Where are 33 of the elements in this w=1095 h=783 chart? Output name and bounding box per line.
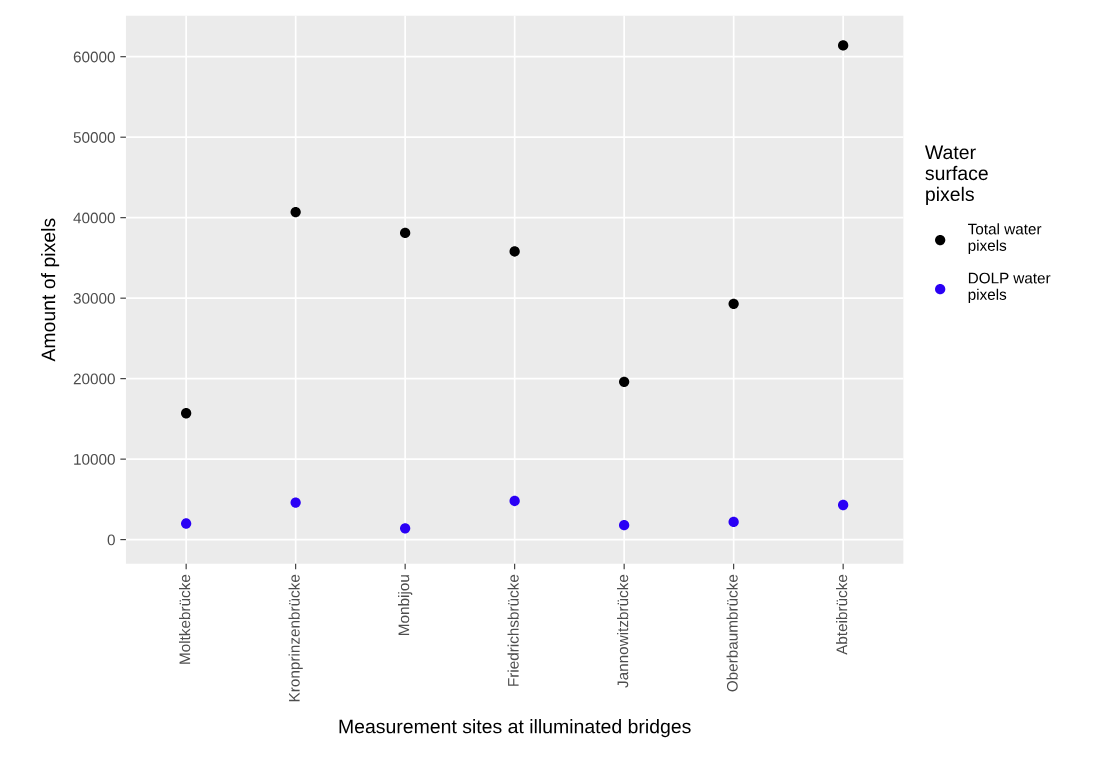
point xyxy=(290,206,301,218)
y-tick-label: 20000 xyxy=(73,373,115,385)
point xyxy=(838,499,849,511)
legend-label: DOLP water pixels xyxy=(968,272,1051,303)
point xyxy=(290,497,301,508)
x-tick-label: Abteibrücke xyxy=(836,574,848,655)
y-tick-label: 60000 xyxy=(73,51,115,63)
point xyxy=(619,519,630,531)
x-tick-label: Moltkebrücke xyxy=(179,574,191,664)
x-tick-label: Oberbaumbrücke xyxy=(726,574,738,692)
legend-title: Water surface pixels xyxy=(924,145,988,205)
point xyxy=(728,516,739,528)
point xyxy=(181,408,192,419)
point xyxy=(400,523,411,534)
y-axis-title: Amount of pixels xyxy=(41,218,60,362)
point xyxy=(619,376,630,388)
point xyxy=(509,495,520,507)
y-tick-label: 10000 xyxy=(74,454,115,465)
legend-label: Total water pixels xyxy=(968,223,1042,254)
point xyxy=(838,40,849,51)
x-tick-label: Jannowitzbrücke xyxy=(617,574,629,688)
x-tick-label: Monbijou xyxy=(398,575,413,635)
point xyxy=(181,518,192,529)
y-tick-label: 40000 xyxy=(73,212,115,224)
x-axis-title: Measurement sites at illuminated bridges xyxy=(339,719,691,738)
x-tick-label: Kronprinzenbrücke xyxy=(288,574,303,702)
y-tick-label: 30000 xyxy=(73,293,115,304)
point xyxy=(509,246,520,257)
point xyxy=(400,227,411,239)
y-tick-label: 50000 xyxy=(73,132,115,143)
point xyxy=(728,298,739,309)
x-tick-label: Friedrichsbrücke xyxy=(507,574,519,686)
y-tick-label: 0 xyxy=(107,534,115,546)
